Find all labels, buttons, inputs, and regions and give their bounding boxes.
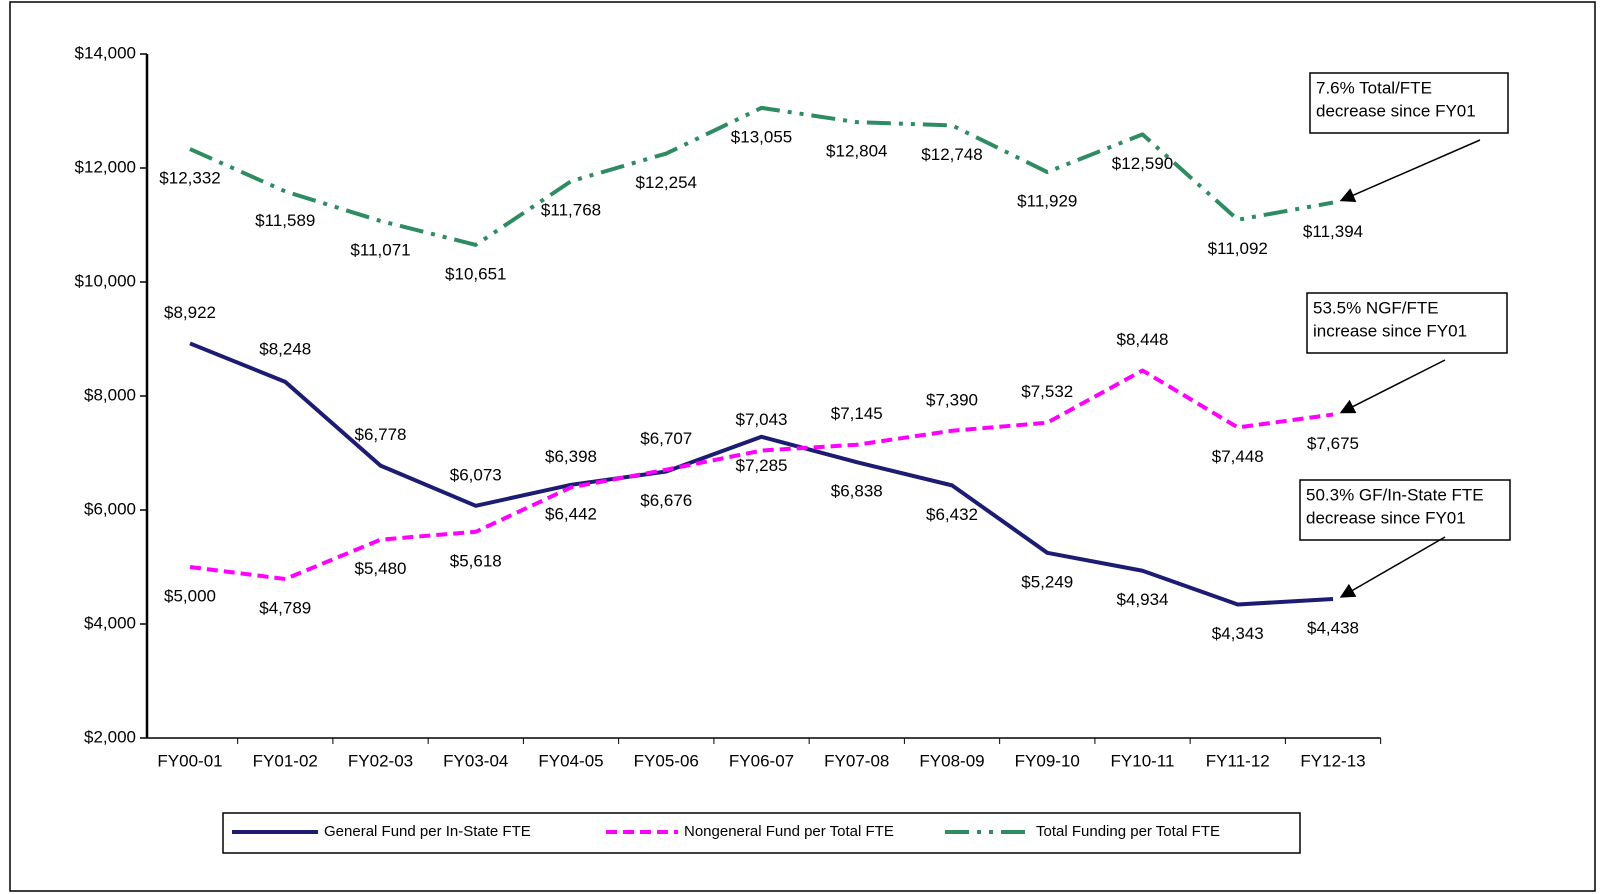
data-label: $6,073 xyxy=(450,465,502,484)
annotation-text: decrease since FY01 xyxy=(1316,101,1476,120)
x-tick-label: FY02-03 xyxy=(348,751,413,770)
data-label: $12,254 xyxy=(636,173,697,192)
x-tick-label: FY00-01 xyxy=(157,751,222,770)
data-label: $13,055 xyxy=(731,127,792,146)
x-tick-label: FY06-07 xyxy=(729,751,794,770)
data-label: $11,929 xyxy=(1017,192,1077,211)
data-label: $7,285 xyxy=(736,456,788,475)
annotation-box xyxy=(1306,292,1508,354)
data-label: $4,343 xyxy=(1212,624,1264,643)
data-label: $8,922 xyxy=(164,303,216,322)
x-tick-label: FY11-12 xyxy=(1206,751,1270,770)
annotation-box xyxy=(1309,72,1509,134)
x-tick-label: FY07-08 xyxy=(824,751,889,770)
x-tick-label: FY01-02 xyxy=(253,751,318,770)
data-label: $6,442 xyxy=(545,504,597,523)
x-tick-label: FY12-13 xyxy=(1300,751,1365,770)
series-line xyxy=(189,105,1334,247)
data-label: $11,768 xyxy=(541,201,601,220)
data-label: $11,071 xyxy=(350,240,410,259)
annotation-box xyxy=(1299,479,1511,541)
annotation-arrow xyxy=(1339,536,1446,598)
data-label: $7,532 xyxy=(1021,382,1073,401)
y-tick-label: $2,000 xyxy=(84,727,136,746)
data-label: $8,248 xyxy=(259,339,311,358)
x-tick-label: FY04-05 xyxy=(538,751,603,770)
y-tick-label: $12,000 xyxy=(75,157,136,176)
data-label: $12,748 xyxy=(921,145,982,164)
data-label: $8,448 xyxy=(1117,330,1169,349)
data-label: $7,448 xyxy=(1212,447,1264,466)
data-label: $7,145 xyxy=(831,404,883,423)
data-label: $6,398 xyxy=(545,447,597,466)
data-label: $11,394 xyxy=(1303,222,1363,241)
annotation-text: increase since FY01 xyxy=(1313,321,1467,340)
x-tick-label: FY09-10 xyxy=(1015,751,1080,770)
data-label: $7,675 xyxy=(1307,434,1359,453)
data-label: $12,590 xyxy=(1112,154,1173,173)
data-label: $6,707 xyxy=(640,429,692,448)
annotation-arrow xyxy=(1339,359,1446,414)
data-label: $11,092 xyxy=(1208,239,1268,258)
annotation-text: 7.6% Total/FTE xyxy=(1316,78,1432,97)
annotation-text: 50.3% GF/In-State FTE xyxy=(1306,485,1484,504)
data-label: $4,438 xyxy=(1307,619,1359,638)
series-line xyxy=(189,368,1334,582)
x-tick-label: FY05-06 xyxy=(634,751,699,770)
series-line xyxy=(189,341,1334,607)
data-label: $5,249 xyxy=(1021,572,1073,591)
data-label: $10,651 xyxy=(445,264,506,283)
x-tick-label: FY03-04 xyxy=(443,751,508,770)
y-tick-label: $6,000 xyxy=(84,499,136,518)
data-label: $4,789 xyxy=(259,599,311,618)
legend-box xyxy=(222,812,1301,854)
data-label: $12,804 xyxy=(826,142,887,161)
y-tick-label: $4,000 xyxy=(84,613,136,632)
data-label: $6,778 xyxy=(355,425,407,444)
data-label: $12,332 xyxy=(159,169,220,188)
x-tick-label: FY10-11 xyxy=(1111,751,1175,770)
x-tick-label: FY08-09 xyxy=(919,751,984,770)
y-tick-label: $8,000 xyxy=(84,385,136,404)
legend-label: Total Funding per Total FTE xyxy=(1036,823,1220,840)
data-label: $6,676 xyxy=(640,491,692,510)
annotation-text: 53.5% NGF/FTE xyxy=(1313,298,1439,317)
annotation-text: decrease since FY01 xyxy=(1306,508,1466,527)
annotation-arrow xyxy=(1339,139,1481,203)
y-tick-label: $10,000 xyxy=(75,271,136,290)
data-label: $7,390 xyxy=(926,390,978,409)
data-label: $5,480 xyxy=(355,559,407,578)
data-label: $6,838 xyxy=(831,482,883,501)
data-label: $5,618 xyxy=(450,551,502,570)
data-label: $6,432 xyxy=(926,505,978,524)
data-label: $7,043 xyxy=(736,410,788,429)
data-label: $11,589 xyxy=(255,211,315,230)
data-label: $5,000 xyxy=(164,586,216,605)
legend-label: General Fund per In-State FTE xyxy=(324,823,531,840)
legend-label: Nongeneral Fund per Total FTE xyxy=(684,823,894,840)
data-label: $4,934 xyxy=(1117,590,1169,609)
y-tick-label: $14,000 xyxy=(75,43,136,62)
